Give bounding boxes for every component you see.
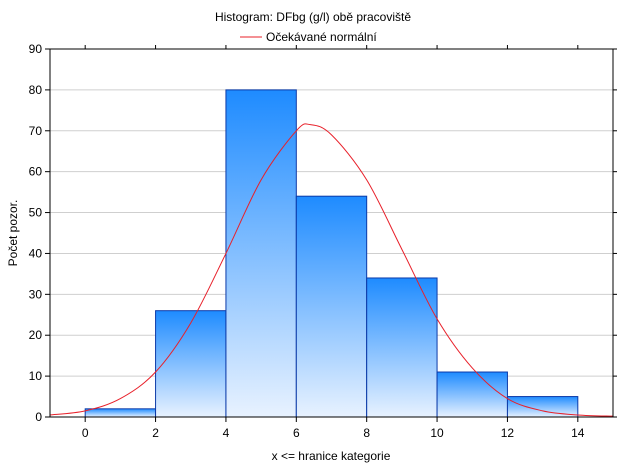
y-tick-label: 60 — [29, 165, 43, 179]
histogram-bars — [84, 89, 579, 418]
y-tick-label: 10 — [29, 369, 43, 383]
y-tick-label: 50 — [29, 206, 43, 220]
histogram-bar — [295, 195, 368, 418]
y-axis-label: Počet pozor. — [6, 200, 20, 267]
histogram-bar — [436, 371, 508, 418]
histogram-bar — [84, 408, 157, 418]
x-tick-label: 6 — [293, 426, 300, 440]
y-axis-ticks: 0 10 20 30 40 50 60 70 80 90 — [29, 42, 617, 424]
normal-curve-line — [50, 123, 613, 417]
x-tick-label: 10 — [430, 426, 444, 440]
histogram-bar — [155, 310, 227, 418]
x-tick-label: 14 — [571, 426, 585, 440]
histogram-bar — [225, 89, 297, 418]
x-tick-label: 2 — [152, 426, 159, 440]
y-tick-label: 30 — [29, 287, 43, 301]
y-tick-label: 20 — [29, 328, 43, 342]
legend: Očekávané normální — [240, 30, 377, 44]
legend-label: Očekávané normální — [266, 30, 377, 44]
x-tick-label: 4 — [223, 426, 230, 440]
chart-title: Histogram: DFbg (g/l) obě pracoviště — [215, 10, 411, 24]
y-tick-label: 40 — [29, 246, 43, 260]
histogram-bar — [366, 277, 438, 418]
y-tick-label: 90 — [29, 42, 43, 56]
plot-frame — [49, 48, 614, 418]
x-tick-label: 0 — [82, 426, 89, 440]
x-tick-label: 8 — [363, 426, 370, 440]
x-axis-label: x <= hranice kategorie — [272, 449, 391, 463]
normal-curve-layer — [50, 123, 613, 417]
y-tick-label: 70 — [29, 124, 43, 138]
x-tick-label: 12 — [501, 426, 515, 440]
x-axis-ticks: 0 2 4 6 8 10 12 14 — [82, 45, 585, 440]
y-tick-label: 0 — [35, 410, 42, 424]
y-tick-label: 80 — [29, 83, 43, 97]
